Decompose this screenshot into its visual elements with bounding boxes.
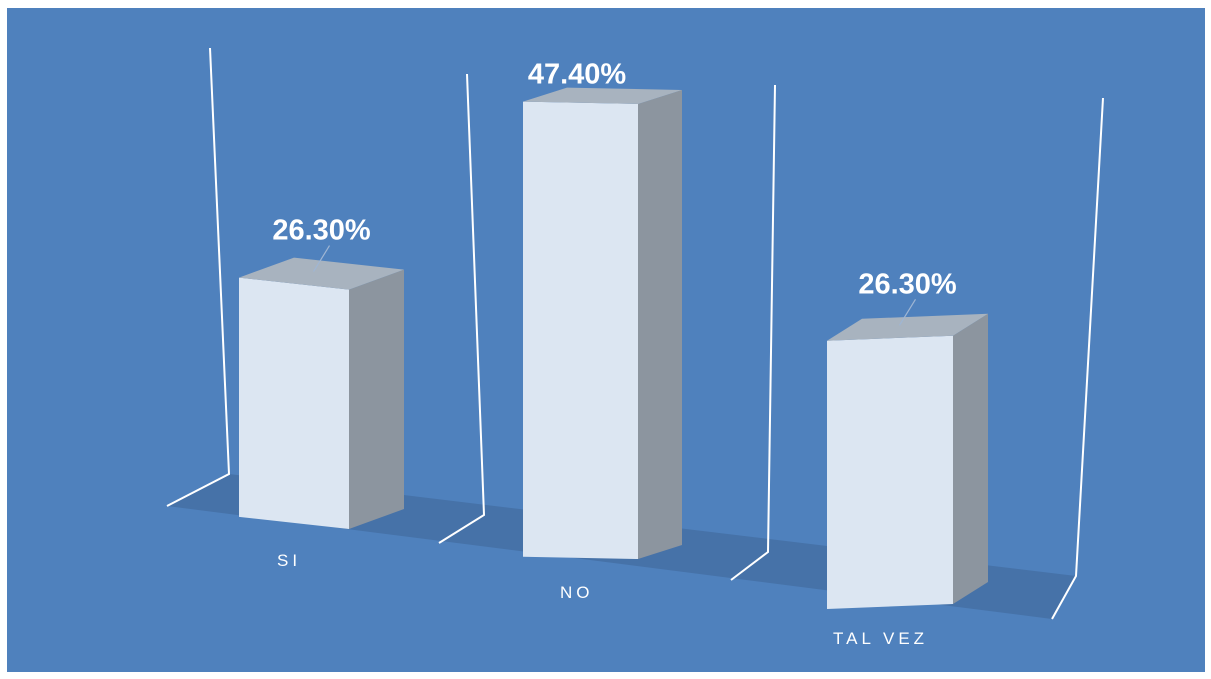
gridline-wall-1 — [166, 47, 231, 507]
bar-si — [239, 257, 404, 529]
data-label-leader — [312, 245, 331, 272]
bar-no — [523, 87, 682, 560]
x-tick-label-si: SI — [277, 551, 301, 570]
x-tick-label-tal-vez: TAL VEZ — [833, 629, 928, 648]
bar-front-face — [523, 101, 638, 559]
gridline-wall-right — [1051, 97, 1104, 620]
chart-area: 26.30% SI 47.40% NO 26.30% TAL VEZ — [7, 8, 1205, 672]
data-label-si: 26.30% — [272, 215, 371, 247]
bar-front-face — [239, 277, 349, 529]
bar-side-face — [638, 89, 682, 560]
bar-tal-vez — [827, 313, 988, 610]
data-label-no: 47.40% — [528, 59, 627, 91]
gridline-wall-3 — [730, 84, 776, 581]
bar-top-face — [827, 313, 988, 341]
bar-front-face — [827, 335, 953, 610]
bar-chart-3d: 26.30% SI 47.40% NO 26.30% TAL VEZ — [166, 47, 1104, 648]
bar-side-face — [349, 269, 404, 529]
bar-top-face — [239, 257, 404, 290]
data-label-leader — [898, 298, 917, 326]
data-label-tal-vez: 26.30% — [858, 268, 957, 300]
bar-side-face — [953, 313, 988, 604]
gridline-wall-2 — [438, 73, 486, 544]
bar-top-face — [523, 87, 682, 104]
x-tick-label-no: NO — [560, 583, 594, 602]
